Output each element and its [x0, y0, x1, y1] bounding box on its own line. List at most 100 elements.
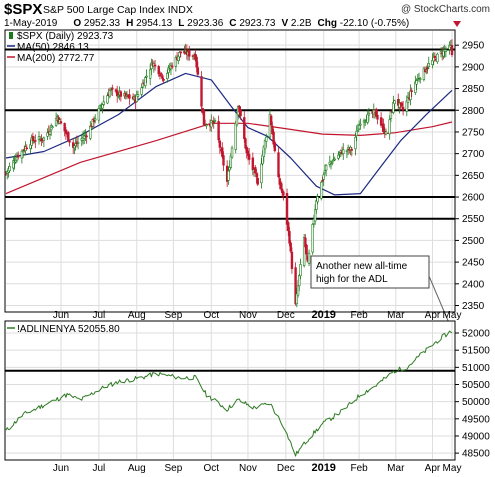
candle-body: [400, 102, 404, 107]
candle-body: [415, 80, 418, 85]
candle-body: [345, 150, 349, 153]
candle-body: [333, 158, 336, 161]
candle-body: [101, 104, 104, 109]
price-panel: 2350 2400 2450 2500 2550 2600 2650 2700 2750 2800…: [4, 29, 485, 331]
annotation-box: [310, 255, 430, 289]
candle-body: [14, 159, 17, 163]
watermark: @ StockCharts.com: [401, 4, 490, 15]
candle-body: [205, 124, 208, 127]
candle-body: [436, 53, 439, 63]
candle-body: [393, 100, 396, 105]
candle-body: [355, 130, 358, 136]
candle-body: [34, 140, 37, 142]
candle-body: [342, 149, 345, 155]
candle-body: [141, 82, 145, 88]
candle-body: [269, 115, 273, 126]
adl-x-label: Oct: [204, 463, 220, 474]
candle-body: [67, 132, 70, 141]
candle-body: [315, 200, 318, 210]
candle-body: [285, 193, 289, 225]
candle-body: [148, 69, 152, 79]
candle-body: [401, 106, 405, 111]
candle-body: [273, 142, 277, 152]
adl-x-label: Aug: [128, 463, 146, 474]
adl-panel: 48500 49000 49500 50000 50500 51000 51500 52000…: [4, 320, 490, 461]
candle-body: [140, 87, 143, 95]
candle-body: [68, 140, 71, 143]
candle-body: [170, 65, 174, 68]
candle-body: [338, 152, 341, 155]
candle-body: [295, 293, 299, 305]
candle-body: [153, 64, 157, 67]
candle-body: [115, 90, 119, 97]
price-x-label: Jun: [53, 310, 69, 321]
adl-y-label: 51000: [462, 363, 490, 374]
candle-body: [277, 152, 280, 178]
candle-body: [366, 114, 369, 123]
candle-body: [289, 242, 292, 252]
candle-body: [42, 137, 46, 141]
candle-body: [162, 79, 165, 81]
candle-body: [409, 90, 412, 100]
candle-body: [384, 131, 388, 135]
candle-body: [195, 56, 198, 68]
legend-ma50: MA(50) 2846.13: [17, 42, 89, 53]
price-x-label: Sep: [165, 310, 183, 321]
candle-body: [97, 108, 101, 121]
candle-body: [218, 140, 222, 148]
candle-body: [227, 170, 230, 181]
candle-body: [311, 224, 314, 253]
candle-body: [117, 95, 120, 97]
candle-body: [433, 55, 437, 58]
candle-body: [31, 136, 35, 142]
adl-x-label: Jun: [53, 463, 69, 474]
candle-body: [213, 120, 217, 122]
adl-y-label: 50000: [462, 397, 490, 408]
candle-body: [376, 114, 379, 120]
candle-body: [356, 130, 360, 133]
price-y-label: 2550: [462, 214, 485, 225]
price-y-label: 2700: [462, 149, 485, 160]
candle-body: [217, 121, 220, 141]
price-y-label: 2950: [462, 41, 485, 52]
candle-body: [17, 154, 20, 158]
candle-body: [288, 231, 291, 244]
adl-x-label: Dec: [277, 463, 295, 474]
adl-x-label: Feb: [351, 463, 369, 474]
adl-y-label: 51500: [462, 346, 490, 357]
price-y-label: 2500: [462, 236, 485, 247]
candle-body: [136, 94, 140, 97]
candle-body: [357, 125, 361, 130]
candle-body: [222, 155, 225, 166]
price-y-label: 2650: [462, 171, 485, 182]
annotation-line-2: high for the ADL: [316, 274, 388, 285]
candle-body: [239, 109, 242, 117]
legend-ma200: MA(200) 2772.77: [17, 53, 95, 64]
candle-body: [322, 174, 325, 180]
candle-body: [188, 50, 191, 57]
candle-body: [119, 91, 123, 97]
ma200-line: [5, 121, 453, 195]
candle-body: [46, 132, 49, 137]
candle-body: [144, 77, 147, 87]
candle-body: [255, 173, 258, 178]
adl-line: [5, 330, 453, 457]
candle-body: [389, 111, 393, 119]
price-x-label: Dec: [277, 310, 295, 321]
candle-body: [230, 147, 234, 158]
price-y-label: 2900: [462, 62, 485, 73]
candle-body: [382, 123, 385, 133]
candle-body: [354, 137, 357, 150]
candle-body: [159, 73, 163, 75]
candle-body: [313, 209, 317, 222]
candle-body: [337, 154, 340, 159]
adl-y-label: 49000: [462, 431, 490, 442]
candle-body: [299, 264, 302, 277]
candle-body: [158, 74, 162, 77]
price-x-label: Apr: [425, 310, 441, 321]
price-y-label: 2350: [462, 301, 485, 312]
adl-x-label: May: [443, 463, 462, 474]
price-x-label: Feb: [351, 310, 369, 321]
candle-body: [128, 94, 131, 99]
